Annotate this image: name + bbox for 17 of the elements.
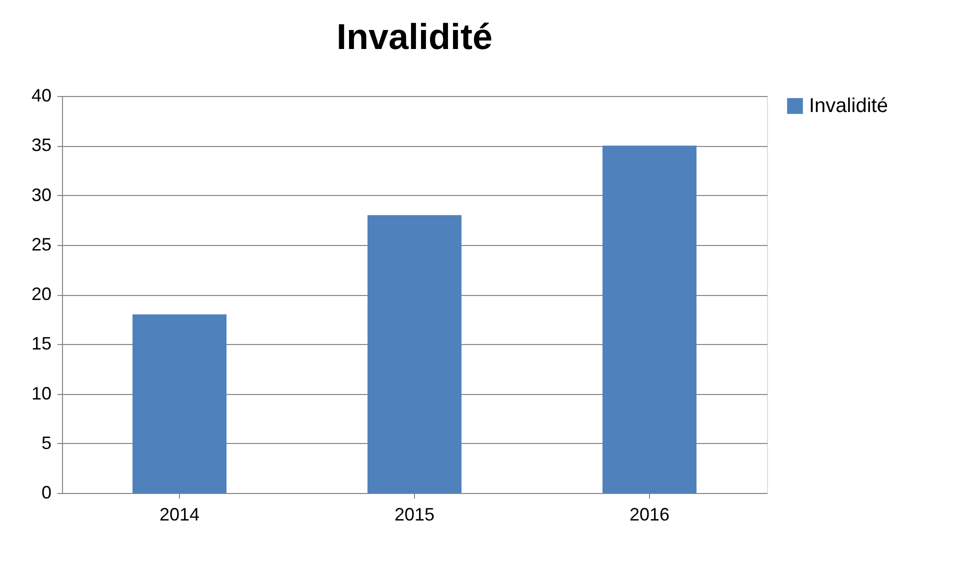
y-tick-label: 40 — [31, 86, 52, 106]
x-tick-label: 2016 — [629, 504, 670, 524]
y-tick-label: 5 — [41, 432, 52, 453]
bar — [602, 146, 696, 493]
y-tick-label: 25 — [31, 234, 52, 254]
y-tick-label: 15 — [31, 334, 52, 354]
x-tick-label: 2015 — [394, 504, 435, 524]
y-tick-label: 35 — [31, 135, 52, 156]
bar — [368, 215, 462, 493]
y-tick-label: 20 — [31, 284, 52, 304]
x-tick-label: 2014 — [159, 504, 200, 524]
bar — [132, 314, 226, 493]
legend-label: Invalidité — [809, 95, 888, 117]
y-tick-label: 10 — [31, 383, 52, 404]
chart-title: Invalidité — [336, 16, 493, 57]
y-tick-label: 0 — [41, 482, 52, 502]
y-tick-label: 30 — [31, 184, 52, 205]
